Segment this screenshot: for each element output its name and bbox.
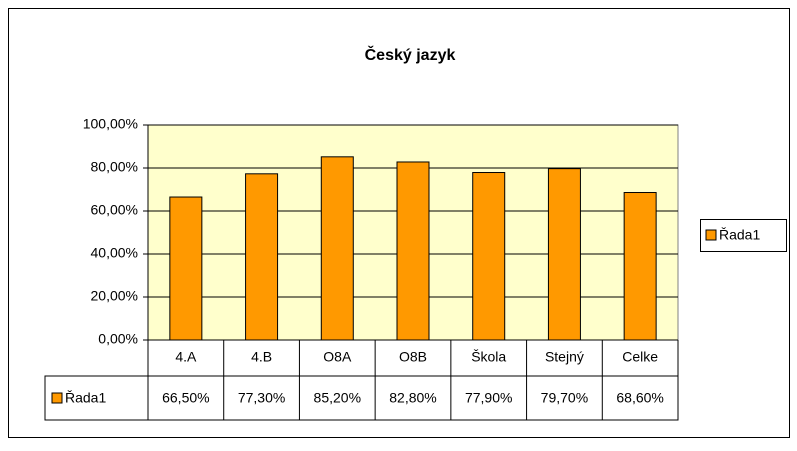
x-tick-label: O8A (323, 349, 352, 365)
x-tick-label: Stejný (545, 349, 584, 365)
x-tick-label: 4.A (175, 349, 197, 365)
bar (472, 172, 506, 341)
x-tick-label: Škola (471, 349, 506, 365)
bar (245, 173, 279, 341)
y-tick-label: 60,00% (91, 202, 138, 218)
legend-label: Řada1 (719, 227, 760, 243)
table-value: 68,60% (616, 390, 663, 406)
x-tick-label: Celke (622, 349, 658, 365)
x-tick-label: O8B (399, 349, 427, 365)
y-tick-label: 100,00% (83, 116, 138, 132)
y-tick-label: 80,00% (91, 159, 138, 175)
table-value: 85,20% (314, 390, 361, 406)
bar (547, 168, 581, 341)
table-value: 66,50% (162, 390, 209, 406)
table-row-border (44, 375, 679, 421)
bar (169, 196, 203, 341)
chart-title: Český jazyk (365, 45, 456, 64)
y-tick-label: 40,00% (91, 245, 138, 261)
table-value: 77,90% (465, 390, 512, 406)
legend-key (705, 229, 717, 241)
bar (320, 156, 354, 341)
table-value: 77,30% (238, 390, 285, 406)
x-tick-label: 4.B (251, 349, 272, 365)
bar (623, 192, 657, 341)
legend-key (51, 392, 63, 404)
y-tick-label: 20,00% (91, 288, 138, 304)
table-value: 82,80% (389, 390, 436, 406)
table-series-name: Řada1 (65, 390, 106, 406)
bar (396, 161, 430, 341)
y-tick-label: 0,00% (98, 331, 138, 347)
table-value: 79,70% (541, 390, 588, 406)
